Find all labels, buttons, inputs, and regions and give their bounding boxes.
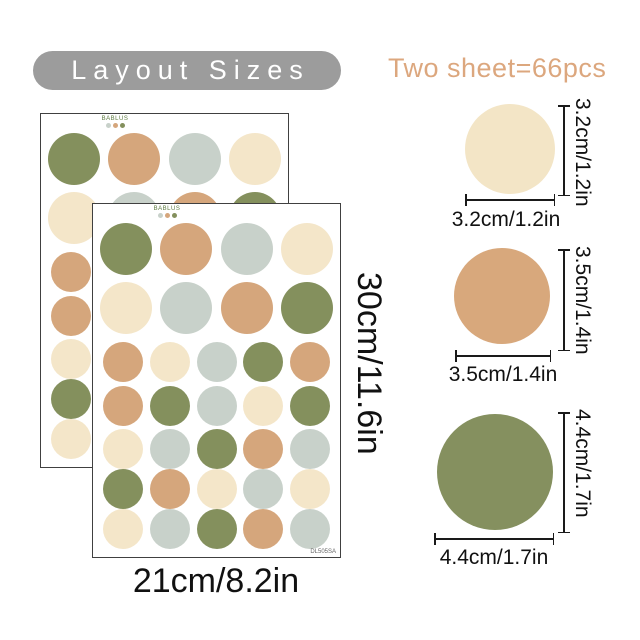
dot-tan — [160, 223, 213, 275]
dot-tan — [290, 342, 330, 382]
dot-sage — [168, 133, 221, 185]
spec-circle-medium — [454, 248, 550, 344]
horizontal-dimension-line — [434, 534, 554, 543]
dot-olive — [280, 282, 333, 334]
dot-cream — [48, 192, 100, 244]
sheet-code-label: DL505SA — [310, 549, 336, 555]
dot-tan — [108, 133, 161, 185]
dot-row — [93, 223, 340, 275]
dot-olive — [196, 429, 237, 469]
dot-olive — [149, 386, 190, 426]
dot-sage — [149, 509, 190, 549]
brand-text: BABLUS — [153, 206, 181, 212]
vertical-dimension-line — [559, 412, 568, 533]
dot-row — [41, 133, 288, 185]
sticker-sheet-front: BABLUS DL505SA — [92, 203, 341, 558]
logo-dot-olive — [119, 123, 125, 128]
sheet-count-label: Two sheet=66pcs — [388, 53, 607, 83]
dot-sage — [160, 282, 213, 334]
horizontal-dimension-line — [455, 351, 551, 360]
layout-sizes-label: Layout Sizes — [71, 55, 310, 85]
spec-circle-small — [465, 104, 555, 194]
spec-medium-width-label: 3.5cm/1.4in — [448, 363, 558, 386]
dot-tan — [243, 509, 284, 549]
sheet-height-dimension-label: 30cm/11.6in — [350, 272, 388, 455]
dot-tan — [220, 282, 273, 334]
dot-sage — [290, 429, 330, 469]
dot-cream — [280, 223, 333, 275]
dot-row — [93, 469, 340, 509]
sheet-width-dimension-label: 21cm/8.2in — [132, 562, 300, 600]
dot-tan — [51, 296, 91, 336]
dot-cream — [100, 282, 152, 334]
dot-cream — [103, 509, 143, 549]
spec-small-height-label: 3.2cm/1.2in — [571, 98, 594, 207]
dot-olive — [103, 469, 143, 509]
dot-tan — [149, 469, 190, 509]
dot-row — [93, 282, 340, 334]
spec-small-width-label: 3.2cm/1.2in — [451, 208, 561, 231]
dot-row — [93, 386, 340, 426]
dot-sage — [149, 429, 190, 469]
brand-logo-dots — [147, 213, 187, 218]
logo-dot-tan — [112, 123, 118, 128]
spec-circle-large — [437, 414, 553, 530]
dot-row — [93, 509, 340, 549]
brand-logo: BABLUS — [147, 206, 187, 218]
layout-sizes-badge: Layout Sizes — [33, 51, 341, 90]
dot-sage — [196, 342, 237, 382]
vertical-dimension-line — [559, 249, 568, 351]
dot-sage — [243, 469, 284, 509]
brand-text: BABLUS — [101, 116, 129, 122]
dot-olive — [196, 509, 237, 549]
dot-olive — [290, 386, 330, 426]
dot-cream — [51, 339, 91, 379]
logo-dot-sage — [105, 123, 111, 128]
dot-olive — [243, 342, 284, 382]
dot-cream — [196, 469, 237, 509]
dot-sage — [290, 509, 330, 549]
dot-sage — [196, 386, 237, 426]
dot-olive — [51, 379, 91, 419]
dot-cream — [290, 469, 330, 509]
dot-cream — [103, 429, 143, 469]
brand-logo: BABLUS — [95, 116, 135, 128]
dot-sage — [220, 223, 273, 275]
dot-tan — [103, 386, 143, 426]
vertical-dimension-line — [559, 105, 568, 196]
dot-olive — [48, 133, 100, 185]
logo-dot-tan — [164, 213, 170, 218]
dot-cream — [51, 419, 91, 459]
logo-dot-olive — [171, 213, 177, 218]
dot-cream — [228, 133, 281, 185]
logo-dot-sage — [157, 213, 163, 218]
dot-tan — [103, 342, 143, 382]
horizontal-dimension-line — [465, 195, 555, 204]
dot-olive — [100, 223, 152, 275]
spec-medium-height-label: 3.5cm/1.4in — [571, 246, 594, 355]
dot-tan — [51, 252, 91, 292]
brand-logo-dots — [95, 123, 135, 128]
dot-cream — [149, 342, 190, 382]
dot-row — [93, 342, 340, 382]
dot-row — [93, 429, 340, 469]
spec-large-width-label: 4.4cm/1.7in — [439, 546, 549, 569]
dot-tan — [243, 429, 284, 469]
dot-cream — [243, 386, 284, 426]
spec-large-height-label: 4.4cm/1.7in — [571, 409, 594, 518]
